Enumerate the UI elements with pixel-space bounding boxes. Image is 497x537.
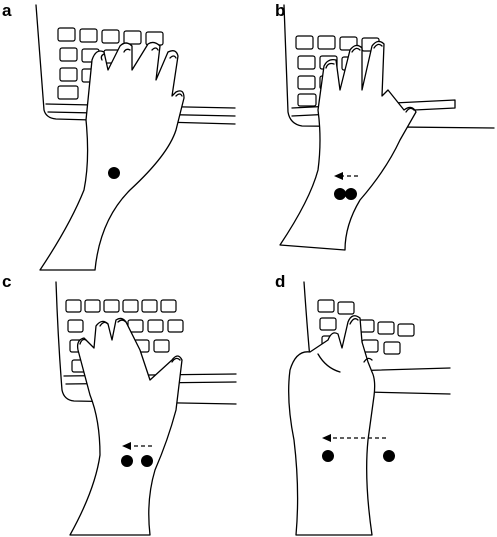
panel-label-a: a (2, 1, 12, 20)
panel-a: a (2, 1, 236, 271)
keys-a (57, 27, 164, 100)
arrow-d (322, 434, 386, 442)
keyboard-c (55, 281, 237, 405)
hand-b (279, 40, 417, 251)
keys-c (65, 299, 184, 373)
marker-dot-c-1 (121, 455, 133, 467)
marker-dot-d-1 (322, 450, 334, 462)
panel-c: c (2, 272, 237, 536)
panel-label-d: d (275, 272, 285, 291)
hand-c (69, 317, 183, 536)
panel-d: d (275, 272, 451, 536)
panel-label-b: b (275, 1, 285, 20)
marker-dot-b-2 (345, 188, 357, 200)
marker-dot-d-2 (383, 450, 395, 462)
hand-d (288, 315, 376, 536)
panel-label-c: c (2, 272, 11, 291)
hand-a (39, 41, 185, 271)
keyboard-a (35, 4, 236, 125)
arrow-b (334, 172, 358, 180)
arrow-c (122, 442, 152, 450)
marker-dot-c-2 (141, 455, 153, 467)
panel-b: b (275, 1, 495, 251)
marker-dot-b-1 (334, 188, 346, 200)
keys-d (317, 299, 415, 355)
marker-dot-a (108, 167, 120, 179)
keyboard-d (303, 281, 451, 395)
